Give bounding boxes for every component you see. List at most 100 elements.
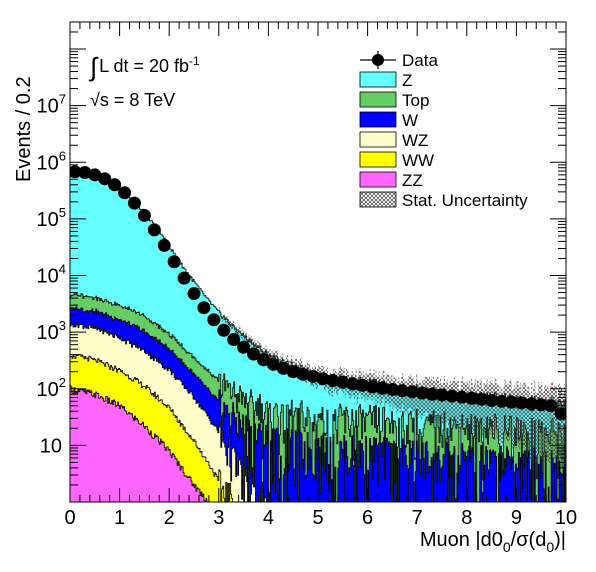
legend-entry-ww: WW [359, 151, 434, 170]
x-axis-title-mid: /σ(d [511, 529, 547, 551]
legend-swatch [359, 111, 397, 128]
y-tick-label: 10 [40, 435, 62, 457]
data-point [475, 392, 489, 406]
legend-entry-w: W [359, 111, 418, 130]
data-points [70, 165, 566, 421]
legend-label: Z [402, 71, 412, 90]
energy-annotation: √s = 8 TeV [90, 90, 175, 110]
x-tick-label: 6 [362, 507, 373, 529]
x-tick-label: 9 [511, 507, 522, 529]
data-point [237, 340, 251, 354]
x-tick-label: 10 [555, 507, 577, 529]
data-point [118, 186, 132, 200]
data-point [306, 369, 320, 383]
data-point [256, 353, 270, 367]
legend-entry-stat-uncertainty: Stat. Uncertainty [359, 191, 528, 210]
legend-swatch [359, 131, 397, 148]
x-axis-ticks: 0 1 2 3 4 5 6 7 8 9 10 [64, 22, 577, 529]
x-tick-label: 4 [263, 507, 274, 529]
legend-entry-zz: ZZ [359, 171, 423, 190]
data-point [356, 378, 370, 392]
x-tick-label: 2 [164, 507, 175, 529]
integral-sign: ∫ [88, 52, 99, 82]
data-point [336, 375, 350, 389]
data-point [485, 394, 499, 408]
data-point [247, 347, 261, 361]
legend-entry-data: Data [360, 51, 438, 70]
lumi-annotation: ∫ L dt = 20 fb-1 [88, 52, 200, 82]
x-tick-label: 0 [64, 507, 75, 529]
legend-marker [372, 54, 384, 66]
x-axis-title-sub2: 0 [546, 539, 554, 555]
data-point [127, 196, 141, 210]
y-tick-label: 104 [37, 262, 66, 288]
x-tick-label: 3 [213, 507, 224, 529]
legend-label: Top [402, 91, 429, 110]
legend-swatch [359, 191, 397, 208]
data-point [167, 255, 181, 269]
data-point [286, 365, 300, 379]
data-point [197, 301, 211, 315]
legend-label: ZZ [402, 171, 423, 190]
data-point [98, 172, 112, 186]
x-axis-title-end: )| [554, 529, 566, 551]
y-tick-label: 103 [37, 318, 66, 344]
data-point [227, 333, 241, 347]
x-tick-label: 8 [461, 507, 472, 529]
data-point [187, 287, 201, 301]
data-point [524, 397, 538, 411]
lumi-text: L dt = 20 fb [99, 56, 189, 76]
data-point [514, 396, 528, 410]
data-point [88, 168, 102, 182]
data-point [405, 385, 419, 399]
stack-zz-histogram [70, 385, 208, 502]
legend-swatch [359, 171, 397, 188]
data-point [504, 395, 518, 409]
data-point [425, 387, 439, 401]
x-tick-label: 1 [114, 507, 125, 529]
data-point [217, 323, 231, 337]
x-tick-label: 5 [312, 507, 323, 529]
y-axis-ticks: 10 102 103 104 105 106 107 [37, 21, 566, 503]
data-point [108, 178, 122, 192]
data-point [385, 383, 399, 397]
data-point [445, 389, 459, 403]
data-point [326, 373, 340, 387]
legend-swatch [359, 151, 397, 168]
x-axis-title-sub1: 0 [503, 539, 511, 555]
data-point [435, 388, 449, 402]
data-point [544, 399, 558, 413]
data-point [137, 208, 151, 222]
y-axis-title: Events / 0.2 [13, 76, 35, 182]
y-tick-label: 105 [37, 205, 66, 231]
legend-entry-wz: WZ [359, 131, 428, 150]
data-point [455, 390, 469, 404]
y-tick-label: 107 [37, 92, 66, 118]
data-point [554, 407, 566, 421]
data-point [296, 367, 310, 381]
data-point [316, 372, 330, 386]
legend-label: WZ [402, 131, 428, 150]
data-point [177, 271, 191, 285]
x-axis-title-main: Muon |d0 [420, 529, 503, 551]
data-point [346, 377, 360, 391]
legend-swatch [359, 91, 397, 108]
legend-entry-z: Z [359, 71, 412, 90]
data-point [157, 238, 171, 252]
data-point [375, 381, 389, 395]
data-point [266, 357, 280, 371]
data-point [366, 380, 380, 394]
data-point [395, 384, 409, 398]
legend-label: Data [402, 51, 438, 70]
data-point [415, 386, 429, 400]
x-axis-title: Muon |d00/σ(d0)| [420, 529, 566, 555]
legend-label: Stat. Uncertainty [402, 191, 528, 210]
data-point [465, 391, 479, 405]
data-point [495, 394, 509, 408]
legend-label: WW [402, 151, 434, 170]
data-point [147, 223, 161, 237]
x-tick-label: 7 [412, 507, 423, 529]
legend-label: W [402, 111, 418, 130]
